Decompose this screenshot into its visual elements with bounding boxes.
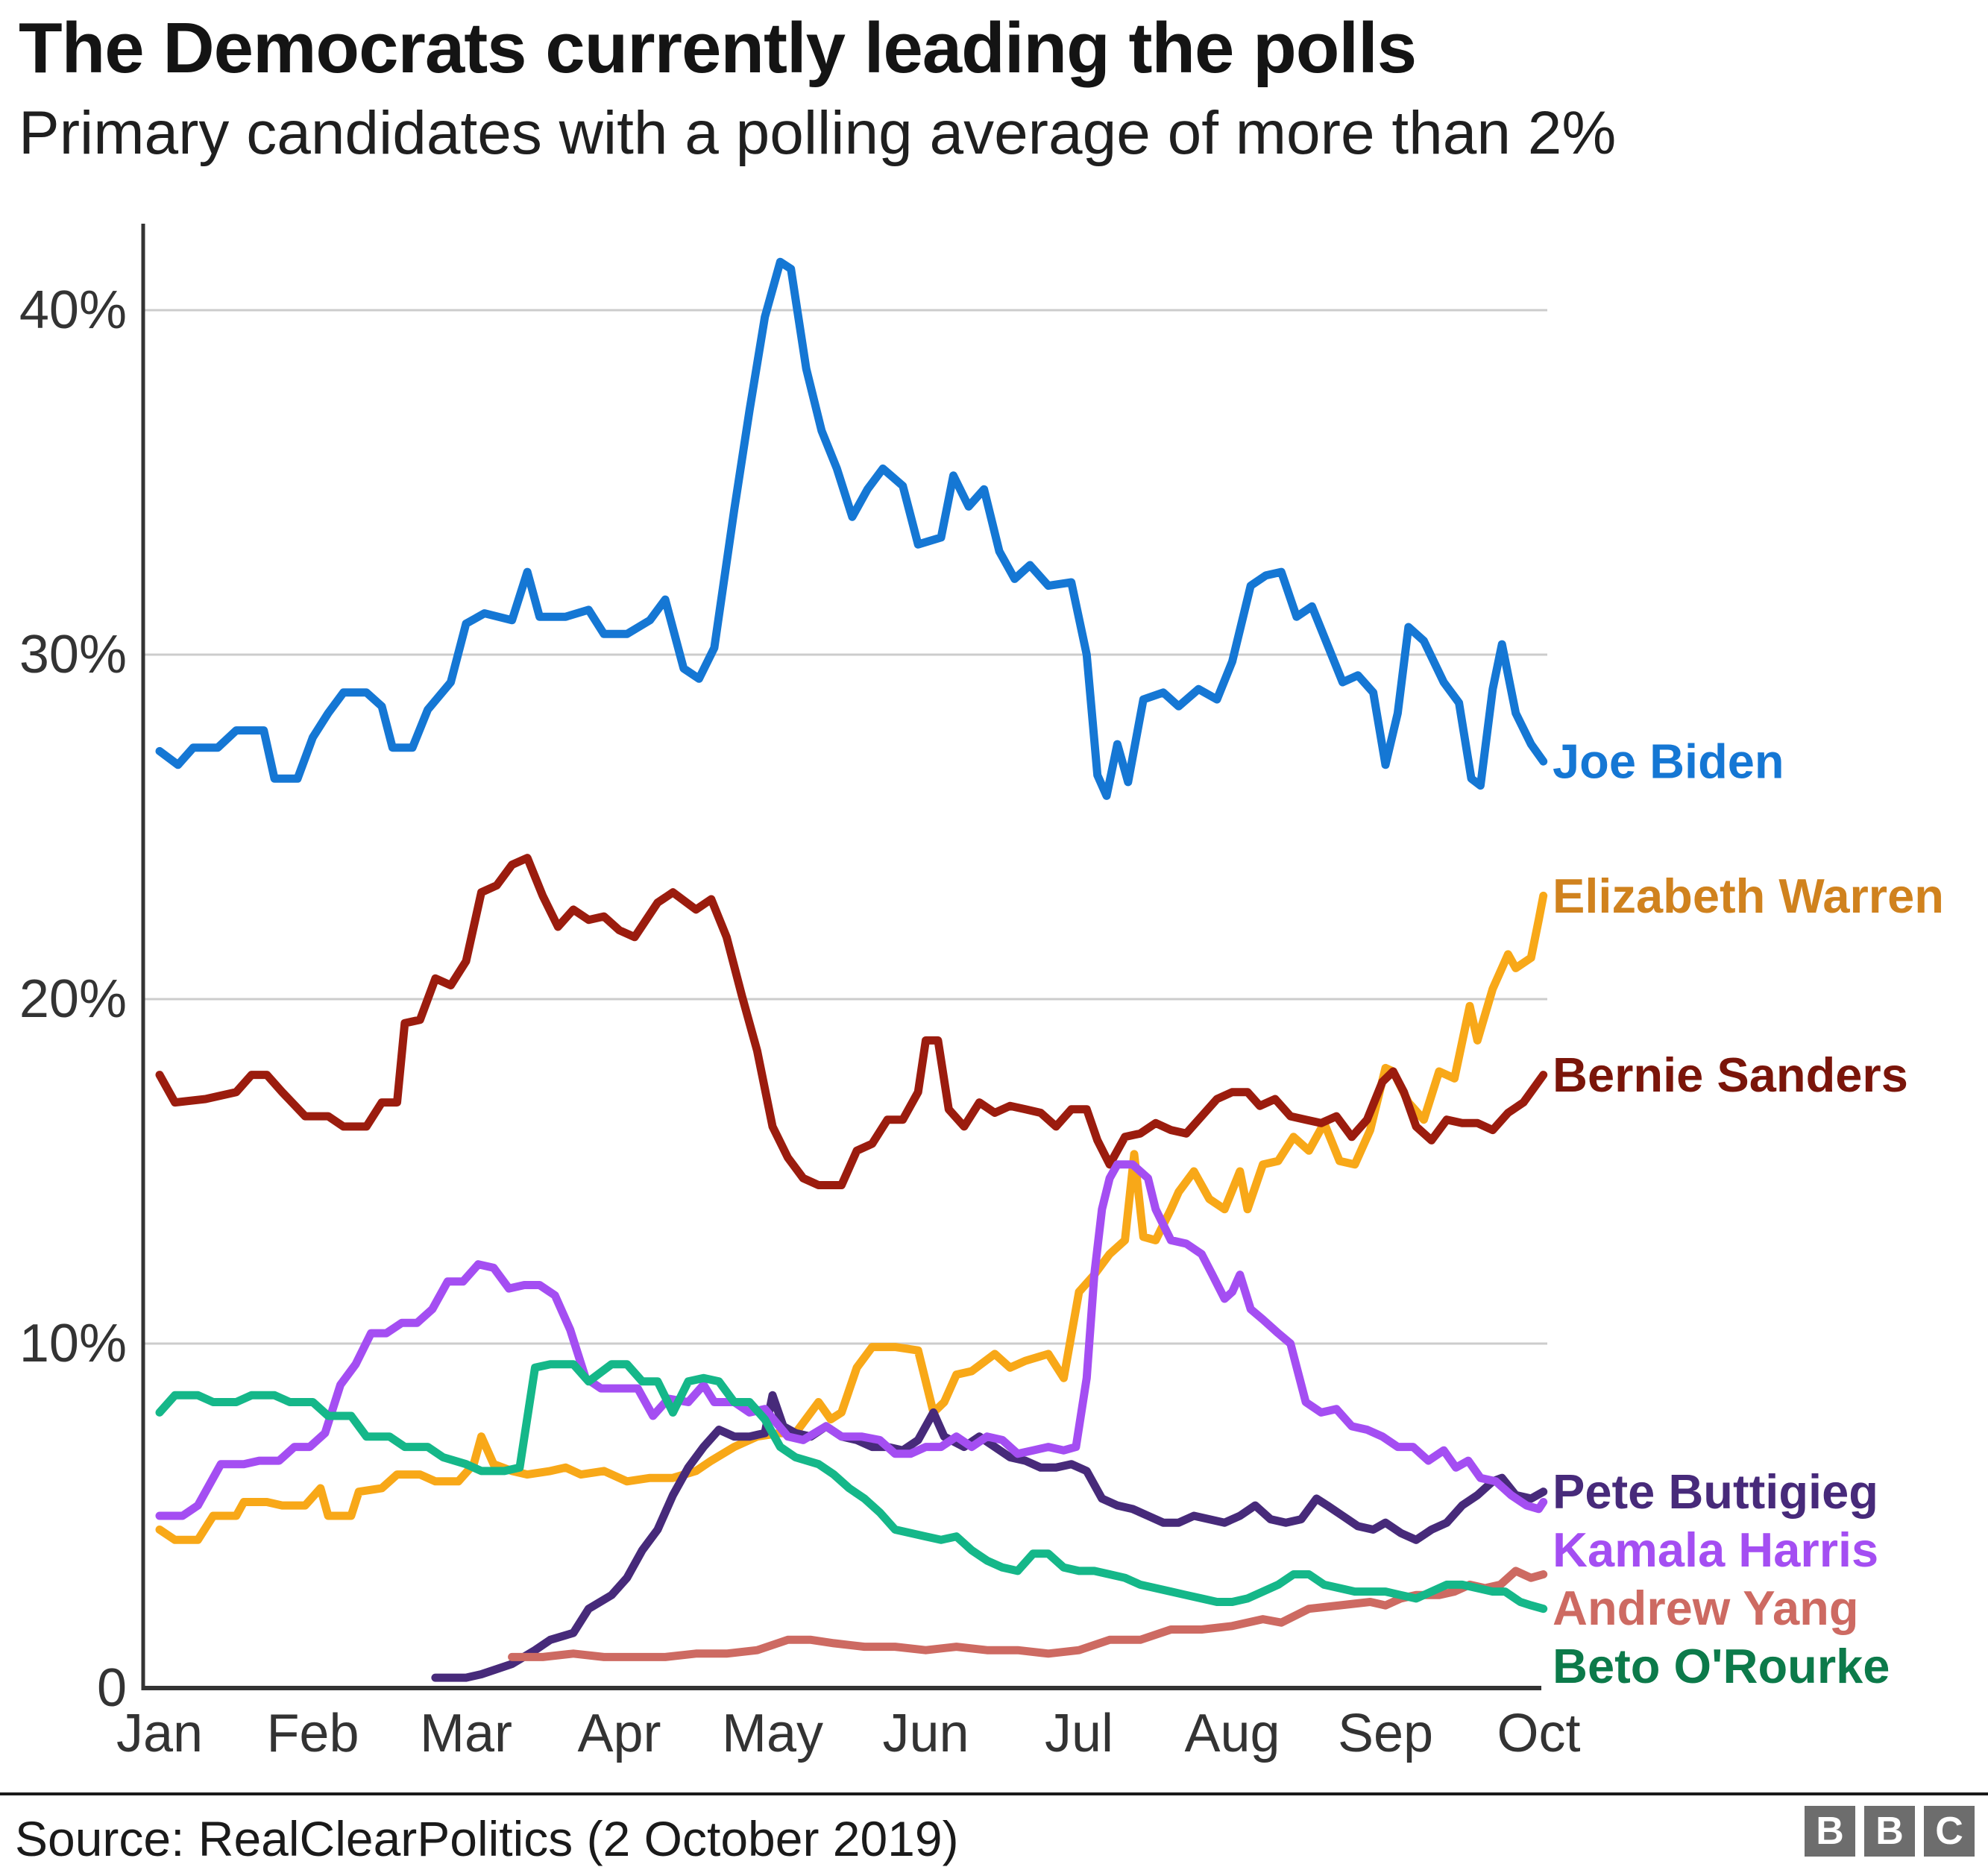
y-tick-label-20: 20% — [19, 969, 127, 1029]
y-tick-label-0: 0 — [97, 1658, 127, 1718]
x-tick-label-jul: Jul — [1045, 1704, 1113, 1763]
series-line-bernie-sanders — [155, 854, 1548, 1189]
series-label-kamala-harris: Kamala Harris — [1553, 1523, 1878, 1577]
series-label-joe-biden: Joe Biden — [1553, 734, 1784, 789]
x-tick-label-sep: Sep — [1338, 1704, 1433, 1763]
series-label-bernie-sanders: Bernie Sanders — [1553, 1048, 1908, 1102]
series-line-andrew-yang — [508, 1567, 1548, 1661]
bbc-logo-letter: B — [1864, 1806, 1915, 1857]
x-tick-label-jun: Jun — [882, 1704, 969, 1763]
series-line-beto-o-rourke — [155, 1360, 1548, 1613]
chart-header: The Democrats currently leading the poll… — [19, 7, 1972, 168]
footer: Source: RealClearPolitics (2 October 201… — [15, 1810, 1745, 1867]
page-title: The Democrats currently leading the poll… — [19, 8, 1417, 88]
series-line-kamala-harris — [155, 1160, 1548, 1520]
bbc-logo-letter: C — [1924, 1806, 1975, 1857]
series-label-beto-o-rourke: Beto O'Rourke — [1553, 1639, 1890, 1693]
x-tick-label-oct: Oct — [1497, 1704, 1580, 1763]
series-label-andrew-yang: Andrew Yang — [1553, 1581, 1859, 1635]
source-text: Source: RealClearPolitics (2 October 201… — [15, 1811, 959, 1866]
y-tick-label-30: 30% — [19, 625, 127, 684]
series-label-pete-buttigieg: Pete Buttigieg — [1553, 1464, 1878, 1519]
series-line-pete-buttigieg — [431, 1391, 1548, 1682]
x-tick-label-may: May — [722, 1704, 823, 1763]
y-tick-label-10: 10% — [19, 1314, 127, 1373]
bbc-logo-letter: B — [1805, 1806, 1855, 1857]
series-line-elizabeth-warren — [155, 891, 1548, 1544]
page-subtitle: Primary candidates with a polling averag… — [19, 99, 1617, 168]
x-tick-label-aug: Aug — [1184, 1704, 1280, 1763]
x-tick-label-apr: Apr — [577, 1704, 661, 1763]
series-label-elizabeth-warren: Elizabeth Warren — [1553, 869, 1944, 923]
x-tick-label-mar: Mar — [420, 1704, 512, 1763]
series-line-joe-biden — [155, 257, 1548, 800]
y-tick-label-40: 40% — [19, 280, 127, 340]
footer-divider — [0, 1792, 1988, 1795]
x-tick-label-jan: Jan — [116, 1704, 203, 1763]
x-tick-label-feb: Feb — [266, 1704, 359, 1763]
